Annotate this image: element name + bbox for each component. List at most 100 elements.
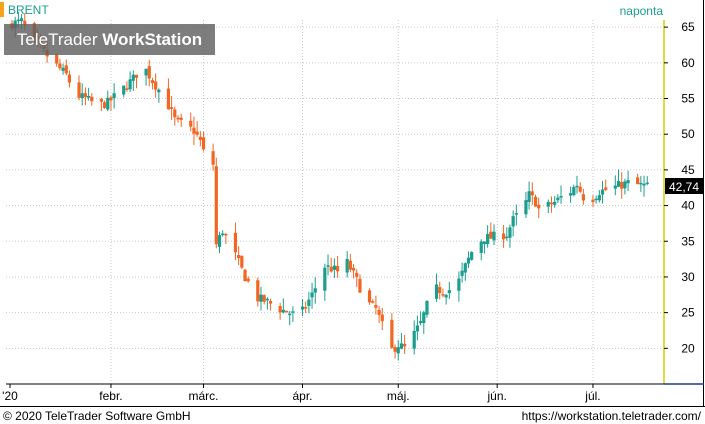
candle-body	[489, 231, 493, 239]
candle-body	[399, 343, 404, 349]
candle-body	[87, 95, 91, 98]
candle-body	[393, 347, 397, 352]
candle-body	[67, 74, 72, 83]
candle-body	[613, 185, 617, 189]
candle-body	[154, 81, 158, 90]
copyright-text: © 2020 TeleTrader Software GmbH	[3, 409, 191, 423]
candle-body	[591, 199, 595, 203]
candle-body	[556, 197, 560, 201]
candle-body	[626, 179, 630, 184]
candle-body	[23, 20, 27, 25]
candle-body	[636, 177, 640, 185]
candle-body	[214, 166, 218, 245]
candle-body	[358, 278, 362, 293]
candle-body	[122, 85, 126, 95]
candle-body	[508, 227, 512, 238]
x-tick-label: máj.	[387, 389, 410, 403]
candle-body	[307, 299, 311, 306]
candle-body	[457, 278, 461, 291]
candle-body	[281, 309, 285, 313]
candle-body	[597, 195, 601, 201]
candle-body	[310, 292, 314, 298]
candle-body	[198, 136, 202, 140]
candle-body	[173, 109, 177, 118]
candle-body	[572, 187, 576, 196]
y-tick-label: 45	[681, 163, 695, 177]
chart-frame	[703, 0, 704, 406]
chart-grid	[6, 20, 704, 385]
candle-body	[262, 295, 266, 302]
symbol-accent-bar	[0, 2, 4, 17]
candle-body	[90, 96, 94, 102]
source-url-link[interactable]: https://workstation.teletrader.com/	[521, 409, 701, 423]
candle-body	[237, 255, 241, 259]
candle-body	[284, 310, 289, 313]
candle-body	[639, 182, 643, 185]
candle-body	[438, 287, 442, 294]
last-price-label: 42,74	[669, 180, 699, 194]
candle-body	[530, 191, 534, 196]
candle-body	[351, 267, 356, 271]
candle-body	[288, 313, 292, 316]
candle-body	[425, 300, 429, 315]
candle-body	[170, 107, 174, 109]
x-tick-label: jún.	[487, 389, 507, 403]
y-tick-label: 30	[681, 270, 695, 284]
candle-body	[514, 213, 518, 215]
candle-body	[466, 257, 471, 264]
footer-bar: © 2020 TeleTrader Software GmbH https://…	[0, 406, 705, 424]
candle-body	[412, 330, 416, 349]
candle-body	[374, 304, 378, 308]
candle-body	[240, 255, 244, 268]
candle-body	[128, 79, 132, 90]
y-tick-label: 20	[681, 341, 695, 355]
candle-body	[77, 82, 81, 98]
candle-body	[620, 182, 624, 189]
candle-body	[233, 232, 238, 253]
candle-body	[434, 284, 439, 299]
candle-body	[645, 182, 649, 185]
candle-body	[578, 186, 582, 192]
candle-body	[460, 270, 464, 276]
y-tick-label: 40	[681, 199, 695, 213]
candle-body	[623, 181, 627, 189]
candle-body	[377, 309, 381, 315]
candle-body	[415, 325, 419, 332]
candle-body	[600, 189, 605, 195]
interval-label[interactable]: naponta	[619, 4, 663, 18]
candle-body	[278, 306, 282, 313]
candle-body	[300, 306, 305, 310]
candle-body	[390, 319, 394, 348]
candle-body	[501, 233, 506, 240]
candle-body	[19, 18, 24, 22]
candle-body	[201, 137, 206, 150]
candle-body	[211, 151, 215, 165]
candle-body	[537, 204, 541, 209]
candle-body	[418, 321, 423, 324]
candle-body	[55, 54, 59, 64]
candle-body	[422, 312, 426, 324]
x-axis: '20 febr. márc. ápr. máj. jún. júl.	[2, 384, 601, 403]
candle-body	[479, 241, 483, 253]
candle-body	[533, 196, 538, 207]
candle-body	[323, 267, 327, 291]
watermark-product: WorkStation	[102, 30, 203, 49]
candle-body	[259, 294, 263, 302]
candle-body	[313, 288, 317, 293]
candle-body	[134, 74, 139, 78]
candle-body	[58, 63, 62, 69]
candle-body	[569, 193, 573, 196]
candle-body	[642, 183, 646, 186]
candle-body	[192, 127, 196, 134]
candle-body	[179, 117, 183, 120]
candle-body	[575, 185, 579, 188]
candle-body	[176, 117, 180, 120]
price-chart[interactable]: 20 25 30 35 40 45 50 55 60 65 '20 febr. márc. ápr. má…	[0, 0, 705, 406]
y-axis: 20 25 30 35 40 45 50 55 60 65	[664, 20, 695, 355]
candle-body	[131, 74, 135, 81]
candle-body	[581, 194, 585, 201]
x-tick-label: '20	[2, 389, 18, 403]
candle-body	[549, 202, 554, 205]
candle-body	[616, 180, 621, 187]
candle-body	[125, 88, 129, 90]
